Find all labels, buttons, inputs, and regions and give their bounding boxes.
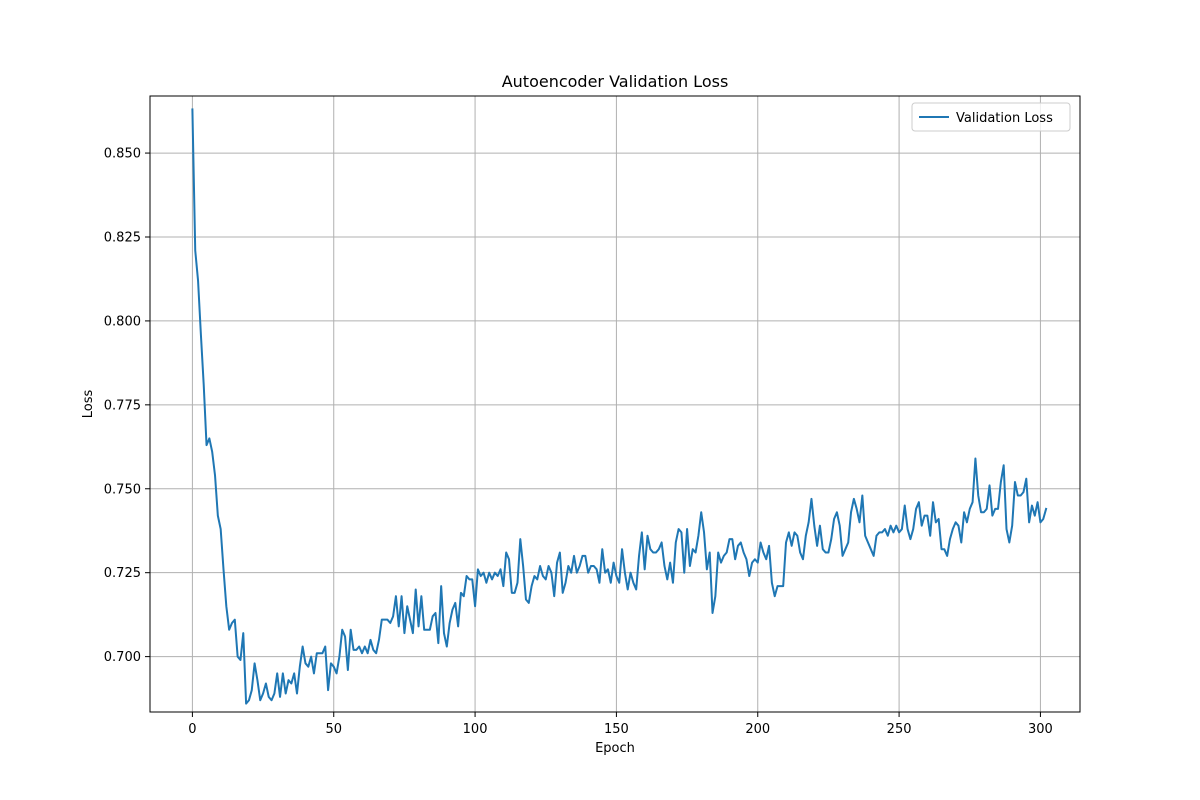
legend-label-validation-loss: Validation Loss (956, 111, 1053, 126)
x-axis-ticks: 0 50 100 150 200 250 300 (188, 712, 1053, 737)
series-line-validation-loss (191, 108, 1048, 705)
x-tick-label: 250 (887, 722, 912, 737)
x-tick-label: 50 (325, 722, 342, 737)
legend: Validation Loss (911, 102, 1071, 132)
chart-title: Autoencoder Validation Loss (502, 72, 729, 91)
x-tick-label: 0 (188, 722, 196, 737)
y-tick-label: 0.775 (104, 398, 141, 413)
y-tick-label: 0.850 (104, 147, 141, 162)
y-tick-label: 0.750 (104, 482, 141, 497)
y-axis-label: Loss (81, 390, 96, 419)
y-tick-label: 0.800 (104, 314, 141, 329)
y-tick-label: 0.700 (104, 650, 141, 665)
plot-frame (149, 95, 1081, 713)
x-axis-label: Epoch (595, 741, 635, 756)
x-tick-label: 150 (604, 722, 629, 737)
y-axis-ticks: 0.700 0.725 0.750 0.775 0.800 0.825 0.850 (104, 147, 150, 665)
series-layer (191, 108, 1048, 705)
legend-box (911, 102, 1071, 132)
x-tick-label: 200 (745, 722, 770, 737)
y-tick-label: 0.725 (104, 566, 141, 581)
x-tick-label: 300 (1028, 722, 1053, 737)
x-tick-label: 100 (463, 722, 488, 737)
y-tick-label: 0.825 (104, 230, 141, 245)
